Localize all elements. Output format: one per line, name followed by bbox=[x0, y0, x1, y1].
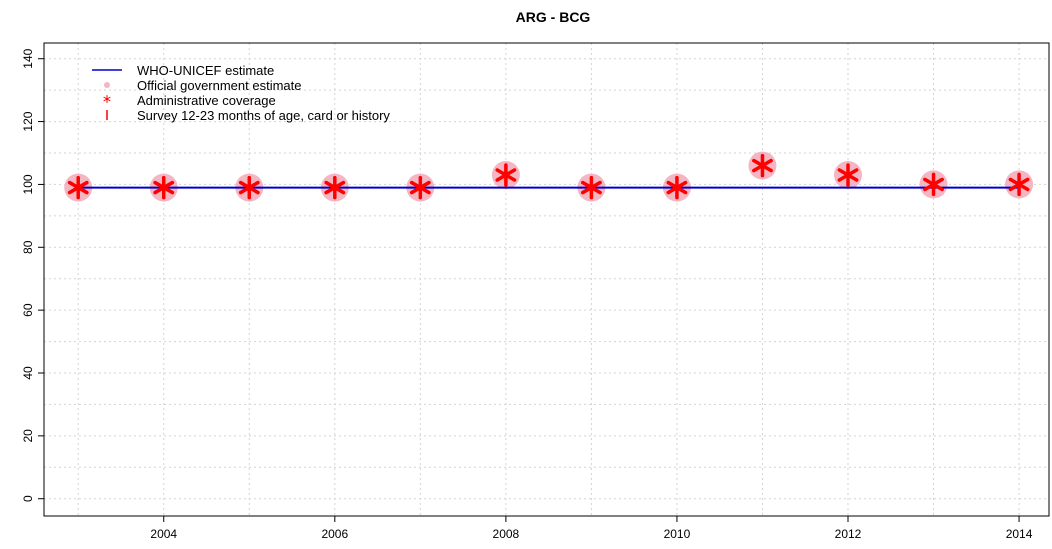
legend-swatch-circle bbox=[104, 82, 110, 88]
y-tick-label: 40 bbox=[21, 366, 35, 380]
admin-coverage-point bbox=[1008, 172, 1030, 197]
asterisk-stroke bbox=[837, 168, 859, 182]
legend-label: Official government estimate bbox=[137, 78, 302, 93]
asterisk-stroke bbox=[752, 158, 773, 173]
asterisk-stroke bbox=[67, 180, 89, 195]
asterisk-stroke bbox=[495, 168, 517, 182]
x-tick-label: 2014 bbox=[1006, 527, 1033, 541]
admin-coverage-point bbox=[409, 175, 431, 200]
x-tick-label: 2006 bbox=[321, 527, 348, 541]
y-tick-label: 140 bbox=[21, 48, 35, 68]
y-tick-label: 120 bbox=[21, 111, 35, 131]
y-tick-label: 100 bbox=[21, 174, 35, 194]
y-tick-label: 80 bbox=[21, 240, 35, 254]
axes: 2004 2006 2008 2010 2012 2014 0 20 40 60 80 100 120 1… bbox=[21, 48, 1033, 541]
legend-label: Administrative coverage bbox=[137, 93, 276, 108]
asterisk-stroke bbox=[1008, 177, 1030, 192]
y-tick-label: 0 bbox=[21, 495, 35, 502]
admin-coverage-point bbox=[752, 153, 773, 178]
plot-frame bbox=[43, 42, 1050, 517]
x-tick-label: 2010 bbox=[664, 527, 691, 541]
asterisk-stroke bbox=[580, 180, 602, 195]
admin-coverage-point bbox=[666, 175, 688, 200]
legend-label: WHO-UNICEF estimate bbox=[137, 63, 274, 78]
admin-coverage-point bbox=[580, 175, 602, 200]
grid bbox=[44, 43, 1049, 516]
admin-coverage-point bbox=[923, 172, 944, 197]
admin-coverage-point bbox=[324, 175, 346, 200]
admin-coverage-point bbox=[837, 163, 859, 187]
legend-swatch-star bbox=[103, 95, 111, 103]
asterisk-stroke bbox=[666, 180, 688, 195]
asterisk-stroke bbox=[238, 180, 260, 195]
x-tick-label: 2008 bbox=[493, 527, 520, 541]
asterisk-stroke bbox=[103, 96, 111, 102]
asterisk-stroke bbox=[153, 180, 175, 195]
asterisk-stroke bbox=[923, 177, 944, 192]
x-tick-label: 2012 bbox=[835, 527, 862, 541]
asterisk-stroke bbox=[324, 180, 346, 195]
admin-coverage-point bbox=[238, 175, 260, 200]
y-tick-label: 20 bbox=[21, 429, 35, 443]
x-tick-label: 2004 bbox=[150, 527, 177, 541]
series-layer bbox=[64, 151, 1034, 202]
admin-coverage-point bbox=[153, 175, 175, 200]
chart-title: ARG - BCG bbox=[516, 9, 591, 25]
admin-coverage-point bbox=[67, 175, 89, 200]
y-tick-label: 60 bbox=[21, 303, 35, 317]
asterisk-stroke bbox=[409, 180, 431, 195]
admin-coverage-point bbox=[495, 163, 517, 187]
legend-label: Survey 12-23 months of age, card or hist… bbox=[137, 108, 390, 123]
